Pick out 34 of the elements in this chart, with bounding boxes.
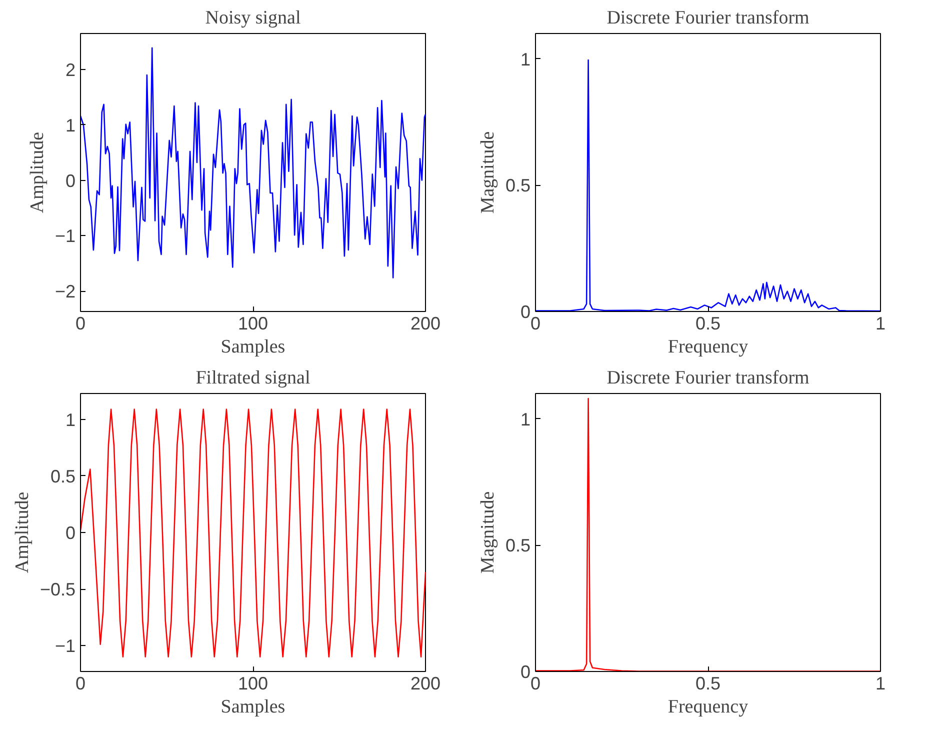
- y-tick-label: 1: [520, 409, 531, 430]
- x-tick-label: 1: [875, 674, 886, 694]
- chart-title: Discrete Fourier transform: [606, 8, 810, 28]
- x-axis-title: Frequency: [668, 696, 749, 718]
- x-tick-label: 0.5: [695, 314, 721, 334]
- x-axis-title: Samples: [220, 696, 286, 718]
- y-axis-title: Magnitude: [477, 131, 498, 214]
- chart-title: Noisy signal: [205, 8, 301, 28]
- y-tick-label: 2: [65, 60, 76, 80]
- y-tick-label: −0.5: [40, 580, 76, 600]
- y-tick-label: 1: [520, 49, 531, 70]
- chart-title: Discrete Fourier transform: [606, 368, 810, 388]
- chart-title: Filtrated signal: [196, 368, 310, 388]
- x-axis-title: Frequency: [668, 336, 749, 358]
- y-tick-label: 0: [65, 170, 76, 191]
- y-tick-label: 0.5: [505, 176, 531, 196]
- y-axis-title: Amplitude: [26, 132, 48, 214]
- y-tick-label: −2: [54, 282, 76, 302]
- x-tick-label: 200: [410, 674, 441, 694]
- x-tick-label: 100: [238, 674, 268, 694]
- y-tick-label: 1: [65, 115, 76, 136]
- y-axis-title: Amplitude: [12, 492, 33, 574]
- y-tick-label: 1: [65, 410, 76, 430]
- x-axis-title: Samples: [220, 336, 286, 358]
- y-tick-label: −1: [54, 226, 76, 246]
- y-axis-title: Magnitude: [477, 491, 498, 574]
- y-tick-label: 0.5: [50, 466, 76, 486]
- y-tick-label: 0: [65, 523, 76, 543]
- y-tick-label: −1: [54, 636, 76, 656]
- x-tick-label: 0.5: [695, 674, 721, 694]
- y-tick-label: 0.5: [505, 536, 531, 556]
- x-tick-label: 100: [238, 314, 268, 334]
- x-tick-label: 200: [410, 314, 441, 334]
- x-tick-label: 1: [875, 314, 886, 334]
